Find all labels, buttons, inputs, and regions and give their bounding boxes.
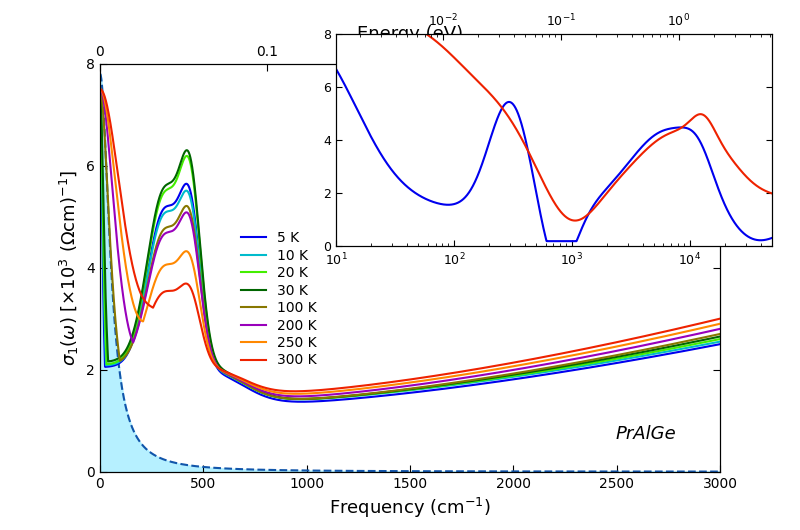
100 K — [95, 86, 105, 92]
30 K — [605, 355, 614, 361]
250 K — [558, 354, 567, 360]
5 K — [332, 397, 342, 403]
30 K — [297, 396, 306, 402]
30 K — [332, 394, 342, 400]
Line: 30 K: 30 K — [100, 90, 720, 399]
Line: 10 K: 10 K — [100, 90, 720, 399]
200 K — [558, 358, 567, 364]
20 K — [296, 396, 306, 402]
30 K — [95, 86, 105, 93]
Y-axis label: $\sigma_1(\omega)$ [$\times10^3$ ($\Omega$cm)$^{-1}$]: $\sigma_1(\omega)$ [$\times10^3$ ($\Omeg… — [58, 170, 81, 366]
300 K — [558, 350, 567, 357]
10 K — [95, 87, 105, 93]
10 K — [332, 394, 342, 401]
100 K — [605, 354, 614, 360]
300 K — [467, 367, 477, 373]
20 K — [558, 365, 567, 371]
300 K — [208, 359, 218, 365]
20 K — [332, 394, 342, 401]
5 K — [467, 382, 477, 388]
5 K — [498, 377, 508, 384]
10 K — [296, 396, 306, 402]
10 K — [558, 366, 567, 373]
200 K — [332, 391, 342, 397]
200 K — [715, 326, 725, 332]
100 K — [498, 372, 508, 378]
300 K — [498, 361, 508, 368]
200 K — [294, 393, 303, 400]
250 K — [467, 370, 477, 376]
10 K — [498, 375, 508, 382]
30 K — [208, 347, 218, 353]
30 K — [558, 364, 567, 370]
5 K — [95, 87, 105, 94]
20 K — [95, 87, 105, 93]
100 K — [715, 331, 725, 337]
200 K — [208, 354, 218, 360]
300 K — [95, 86, 105, 92]
Line: 250 K: 250 K — [100, 89, 720, 394]
100 K — [558, 362, 567, 368]
20 K — [715, 336, 725, 342]
5 K — [558, 369, 567, 375]
5 K — [715, 341, 725, 347]
10 K — [605, 358, 614, 365]
20 K — [467, 378, 477, 385]
Line: 20 K: 20 K — [100, 90, 720, 399]
10 K — [208, 353, 218, 359]
10 K — [467, 379, 477, 386]
250 K — [332, 388, 342, 394]
X-axis label: Energy (eV): Energy (eV) — [357, 25, 463, 43]
Line: 300 K: 300 K — [100, 89, 720, 391]
10 K — [715, 339, 725, 345]
Line: 100 K: 100 K — [100, 89, 720, 399]
X-axis label: Frequency (cm$^{-1}$): Frequency (cm$^{-1}$) — [330, 496, 490, 520]
100 K — [295, 396, 305, 402]
300 K — [332, 385, 342, 392]
250 K — [715, 321, 725, 327]
30 K — [467, 378, 477, 384]
Line: 5 K: 5 K — [100, 91, 720, 402]
250 K — [498, 365, 508, 371]
Line: 200 K: 200 K — [100, 89, 720, 396]
300 K — [715, 315, 725, 322]
300 K — [290, 388, 299, 394]
5 K — [605, 361, 614, 367]
250 K — [208, 356, 218, 363]
250 K — [292, 391, 302, 397]
20 K — [605, 357, 614, 363]
250 K — [95, 86, 105, 92]
200 K — [498, 368, 508, 375]
200 K — [605, 349, 614, 355]
200 K — [467, 374, 477, 380]
20 K — [498, 374, 508, 381]
5 K — [297, 399, 306, 405]
200 K — [95, 86, 105, 92]
100 K — [332, 394, 342, 400]
30 K — [715, 333, 725, 340]
300 K — [605, 340, 614, 347]
30 K — [498, 373, 508, 379]
100 K — [208, 354, 218, 360]
Text: PrAlGe: PrAlGe — [615, 425, 676, 443]
20 K — [208, 349, 218, 356]
250 K — [605, 344, 614, 351]
100 K — [467, 377, 477, 383]
5 K — [208, 354, 218, 360]
Legend: 5 K, 10 K, 20 K, 30 K, 100 K, 200 K, 250 K, 300 K: 5 K, 10 K, 20 K, 30 K, 100 K, 200 K, 250… — [235, 226, 322, 373]
